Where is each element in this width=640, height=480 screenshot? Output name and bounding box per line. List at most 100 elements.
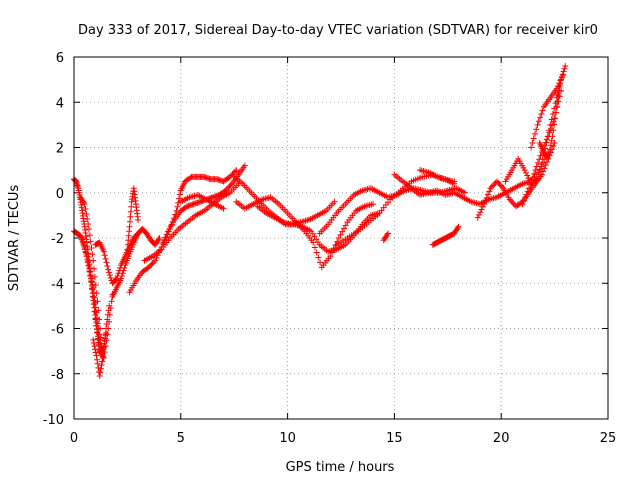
data-point [533,126,540,133]
data-point [554,98,561,105]
y-tick-label: 6 [56,51,64,66]
series-arc18 [380,230,391,244]
series-arc8 [124,185,142,253]
data-point [85,225,92,232]
series-arc19 [391,149,552,208]
data-point [549,111,556,118]
data-point [83,211,90,218]
data-point [174,203,181,210]
x-tick-label: 15 [386,431,403,446]
data-point [475,211,482,218]
data-point [561,65,568,72]
data-point [145,264,152,271]
data-point [135,216,142,223]
data-point [106,302,113,309]
data-point [479,203,486,210]
data-point [547,142,554,149]
series-arc13 [231,173,383,255]
data-point [155,236,162,243]
data-point [223,186,230,193]
data-point [101,343,108,350]
series-arc21 [429,223,462,248]
data-point [384,231,391,238]
data-point [544,154,551,161]
data-point [491,181,498,188]
data-point [169,218,176,225]
data-point [523,191,530,198]
data-point [82,206,89,213]
series-arc11 [160,167,240,246]
data-point [164,231,171,238]
data-point [546,151,553,158]
grid [74,57,608,419]
data-point [384,230,391,237]
data-point [233,167,240,174]
plot-frame [73,56,609,420]
data-point [103,325,110,332]
y-tick-label: -2 [51,232,64,247]
data-point [82,245,89,252]
data-point [94,356,101,363]
data-point [88,277,95,284]
data-point [508,197,515,204]
y-tick-label: -6 [51,323,64,338]
data-point [228,172,235,179]
data-point [100,349,107,356]
data-point [89,293,96,300]
data-point [92,304,99,311]
data-point [484,191,491,198]
series-arc3 [77,194,105,350]
data-point [537,152,544,159]
data-point [92,346,99,353]
data-point [329,249,336,256]
data-point [94,329,101,336]
data-point [84,258,91,265]
data-point [541,165,548,172]
data-point [315,254,322,261]
data-point [535,118,542,125]
data-point [95,341,102,348]
data-point [79,235,86,241]
data-point [499,183,506,190]
data-point [510,200,517,207]
data-point [173,207,180,214]
x-tick-label: 0 [70,431,78,446]
data-point [92,316,99,323]
data-point [531,130,538,137]
data-point [93,322,100,329]
data-point [148,261,155,268]
data-point [311,244,318,251]
data-point [81,242,88,249]
data-point [546,129,553,136]
data-point [99,358,106,365]
data-point [556,87,563,94]
data-point [522,169,529,176]
data-point [241,162,248,169]
data-point [340,225,347,232]
data-point [89,251,96,258]
data-point [551,121,558,128]
data-point [330,245,337,252]
data-point [528,177,535,184]
data-point [150,258,157,265]
data-point [118,273,125,280]
data-point [337,231,344,238]
data-point [552,109,559,116]
data-point [488,183,495,190]
data-point [331,198,338,205]
data-point [167,225,174,232]
y-tick-label: 0 [56,187,64,202]
data-point [100,248,107,255]
data-point [531,170,538,177]
data-point [97,369,104,376]
data-point [478,206,485,213]
data-point [95,364,102,371]
series-arc17 [333,171,458,248]
data-point [522,194,529,201]
data-point [555,92,562,99]
data-point [102,255,109,262]
data-point [83,253,90,260]
x-tick-label: 10 [279,431,296,446]
series-arc26 [536,63,569,162]
x-tick-label: 20 [493,431,510,446]
